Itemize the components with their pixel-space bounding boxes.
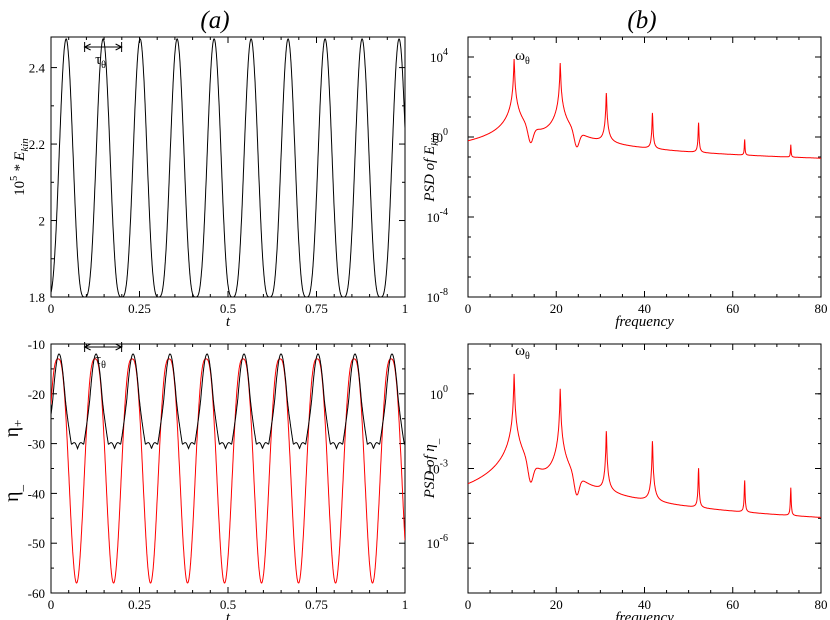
y-tick-label: 10-4 bbox=[427, 207, 448, 225]
x-tick-label: 0.25 bbox=[128, 597, 151, 612]
y-tick-label: 2.4 bbox=[29, 61, 46, 76]
x-tick-label: 40 bbox=[638, 301, 651, 316]
x-tick-label: 40 bbox=[638, 597, 651, 612]
y-tick-label: -40 bbox=[28, 486, 45, 501]
y-tick-label: 1.8 bbox=[29, 290, 45, 305]
y-axis-label-eta-minus: η_ bbox=[1, 485, 25, 502]
y-axis-label: PSD of η_ bbox=[422, 438, 441, 499]
y-tick-label: 100 bbox=[430, 384, 448, 402]
x-tick-label: 0 bbox=[48, 597, 55, 612]
x-tick-label: 80 bbox=[815, 597, 828, 612]
tau-label: τθ bbox=[95, 352, 106, 371]
x-tick-label: 80 bbox=[815, 301, 828, 316]
x-tick-label: 0.5 bbox=[220, 597, 236, 612]
x-axis-label: t bbox=[226, 314, 231, 330]
x-tick-label: 60 bbox=[726, 301, 739, 316]
y-tick-label: 104 bbox=[430, 47, 448, 65]
y-tick-label: 10-6 bbox=[427, 533, 448, 551]
y-tick-label: 10-3 bbox=[427, 459, 448, 477]
x-tick-label: 0 bbox=[48, 301, 55, 316]
y-tick-label: -20 bbox=[28, 387, 45, 402]
y-tick-label: 10-8 bbox=[427, 287, 448, 305]
y-tick-label: 2.2 bbox=[29, 137, 45, 152]
y-tick-label: -50 bbox=[28, 536, 45, 551]
x-axis-label: frequency bbox=[615, 314, 674, 330]
y-axis-label-eta-plus: η+ bbox=[1, 420, 25, 438]
y-axis-label: PSD of Ekin bbox=[422, 132, 441, 203]
x-tick-label: 0 bbox=[465, 597, 472, 612]
plot-frame bbox=[50, 36, 406, 298]
x-tick-label: 20 bbox=[550, 597, 563, 612]
x-tick-label: 0.75 bbox=[305, 597, 328, 612]
y-tick-label: -30 bbox=[28, 437, 45, 452]
x-tick-label: 1 bbox=[402, 597, 409, 612]
psd-line bbox=[468, 373, 821, 518]
panel-title-a: (a) bbox=[200, 7, 229, 34]
plot-frame bbox=[467, 36, 822, 298]
panel-a-top: 0 0.25 0.5 0.75 1 t 1.8 2 2.2 2.4 105 * Ekin bbox=[9, 36, 409, 330]
psd-line bbox=[468, 58, 821, 159]
x-tick-label: 0.5 bbox=[220, 301, 236, 316]
x-tick-label: 0.25 bbox=[128, 301, 151, 316]
x-tick-label: 1 bbox=[402, 301, 409, 316]
x-tick-label: 0 bbox=[465, 301, 472, 316]
series-line-1 bbox=[51, 358, 405, 584]
y-tick-label: -10 bbox=[28, 337, 45, 352]
y-axis-label: 105 * Ekin bbox=[9, 138, 31, 196]
tau-label: τθ bbox=[95, 52, 106, 71]
omega-label: ωθ bbox=[515, 343, 530, 362]
panel-b-top: 0 20 40 60 80 frequency 10-8 10-4 100 104 PSD of E… bbox=[422, 36, 828, 330]
y-tick-label: 2 bbox=[39, 214, 46, 229]
series-line-2 bbox=[51, 353, 405, 451]
x-axis-label: frequency bbox=[615, 610, 674, 620]
series-line-1 bbox=[51, 38, 405, 297]
x-tick-label: 0.75 bbox=[305, 301, 328, 316]
omega-label: ωθ bbox=[515, 48, 530, 67]
y-tick-label: 100 bbox=[430, 127, 448, 145]
x-tick-label: 20 bbox=[550, 301, 563, 316]
panel-a-bottom: 0 0.25 0.5 0.75 1 t -60 -50 -40 -30 -20 -10 η+ η_ bbox=[1, 337, 408, 620]
plot-frame bbox=[467, 343, 822, 594]
x-axis-label: t bbox=[226, 610, 231, 620]
x-tick-label: 60 bbox=[726, 597, 739, 612]
panel-title-b: (b) bbox=[627, 7, 656, 34]
panel-b-bottom: 0 20 40 60 80 frequency 10-6 10-3 100 PSD of η_ bbox=[422, 343, 828, 620]
y-tick-label: -60 bbox=[28, 586, 45, 601]
